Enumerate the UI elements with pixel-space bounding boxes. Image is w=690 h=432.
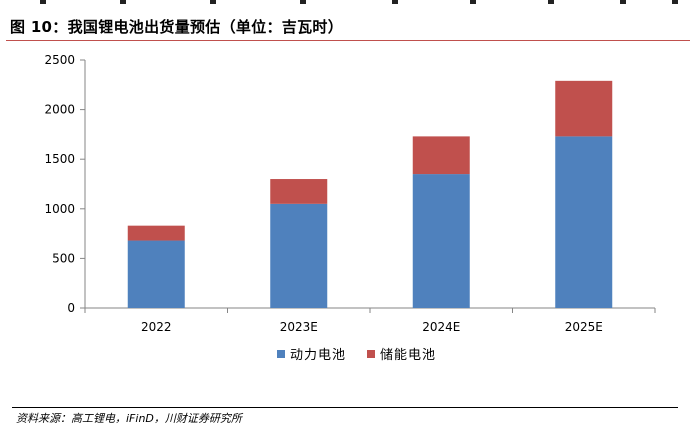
x-tick-label: 2022 bbox=[141, 320, 172, 334]
bar-2024e-storage-battery bbox=[412, 136, 470, 175]
source-divider bbox=[12, 407, 678, 408]
y-tick-label: 2500 bbox=[44, 53, 75, 67]
y-tick-label: 1000 bbox=[44, 202, 75, 216]
legend-swatch bbox=[277, 350, 285, 358]
bar-2024e-power-battery bbox=[412, 174, 470, 308]
chart-legend: 动力电池 储能电池 bbox=[277, 348, 436, 363]
x-tick-label: 2023E bbox=[280, 320, 318, 334]
legend-swatch bbox=[367, 350, 375, 358]
source-note: 资料来源：高工锂电，iFinD，川财证券研究所 bbox=[16, 412, 242, 425]
bar-2025e-power-battery bbox=[555, 136, 613, 308]
bar-2022-power-battery bbox=[127, 240, 185, 308]
y-tick-label: 0 bbox=[67, 301, 75, 315]
title-underline bbox=[6, 40, 690, 41]
x-tick-label: 2025E bbox=[565, 320, 603, 334]
y-tick-label: 2000 bbox=[44, 103, 75, 117]
legend-label: 储能电池 bbox=[380, 348, 436, 363]
chart-tick-labels: 0 500 1000 1500 2000 2500 2022 2023E 2024E 2025E bbox=[44, 53, 602, 334]
figure-title-bar: 图 10：我国锂电池出货量预估（单位：吉瓦时） bbox=[6, 13, 690, 41]
bar-2022-storage-battery bbox=[127, 225, 185, 241]
chart-bars bbox=[127, 80, 613, 308]
bar-2025e-storage-battery bbox=[555, 80, 613, 137]
y-tick-label: 1500 bbox=[44, 152, 75, 166]
top-cropped-strip bbox=[0, 0, 690, 7]
bar-2023e-storage-battery bbox=[270, 179, 328, 204]
legend-label: 动力电池 bbox=[290, 348, 346, 363]
figure-title: 图 10：我国锂电池出货量预估（单位：吉瓦时） bbox=[10, 18, 343, 36]
bar-2023e-power-battery bbox=[270, 203, 328, 308]
x-tick-label: 2024E bbox=[422, 320, 460, 334]
y-tick-label: 500 bbox=[52, 251, 75, 265]
